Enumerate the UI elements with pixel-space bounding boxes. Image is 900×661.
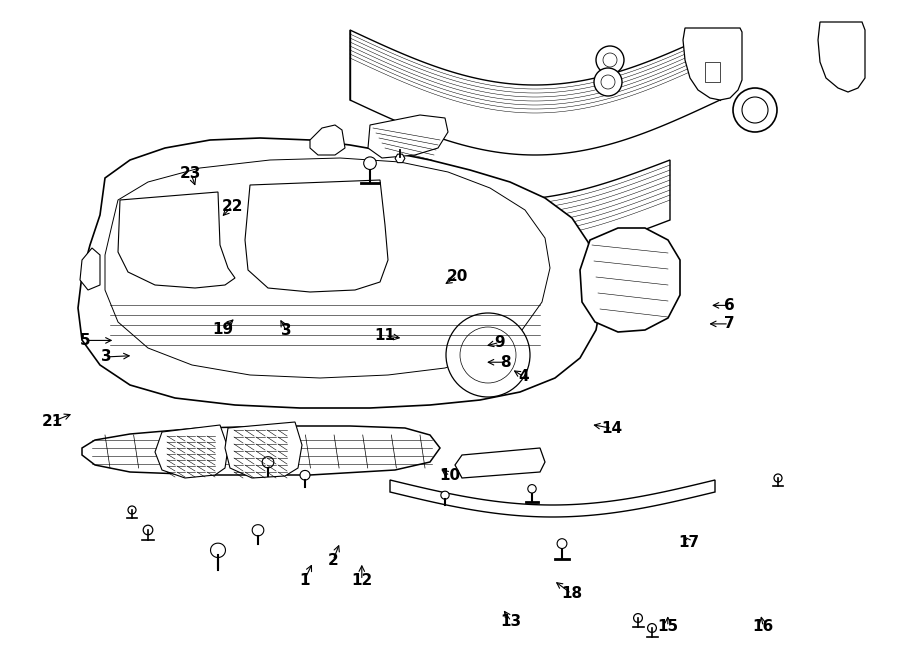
Circle shape (733, 88, 777, 132)
Circle shape (601, 75, 615, 89)
Text: 23: 23 (180, 166, 202, 180)
Circle shape (648, 623, 656, 633)
Text: 4: 4 (518, 369, 529, 384)
Polygon shape (105, 158, 550, 378)
Text: 17: 17 (678, 535, 699, 549)
Text: 14: 14 (601, 421, 623, 436)
Polygon shape (82, 426, 440, 475)
Text: 9: 9 (494, 335, 505, 350)
Text: 13: 13 (500, 614, 522, 629)
Polygon shape (118, 192, 235, 288)
Polygon shape (441, 491, 449, 499)
Polygon shape (245, 180, 388, 292)
Polygon shape (395, 154, 405, 163)
Text: 8: 8 (500, 355, 511, 369)
Polygon shape (340, 160, 670, 260)
Polygon shape (262, 457, 274, 468)
Polygon shape (211, 543, 226, 558)
Circle shape (594, 68, 622, 96)
Text: 7: 7 (724, 317, 734, 331)
Polygon shape (78, 138, 602, 408)
Circle shape (128, 506, 136, 514)
Text: 16: 16 (752, 619, 774, 634)
Circle shape (557, 539, 567, 549)
Text: 10: 10 (439, 469, 461, 483)
Text: 21: 21 (41, 414, 63, 429)
Polygon shape (455, 448, 545, 478)
Polygon shape (818, 22, 865, 92)
Polygon shape (225, 422, 302, 478)
Polygon shape (368, 115, 448, 158)
Text: 15: 15 (657, 619, 679, 634)
Circle shape (527, 485, 536, 493)
Circle shape (143, 525, 153, 535)
Text: 18: 18 (561, 586, 582, 601)
Text: 6: 6 (724, 298, 734, 313)
Polygon shape (350, 30, 720, 155)
Text: 11: 11 (374, 329, 396, 343)
Polygon shape (390, 480, 715, 517)
Polygon shape (252, 525, 264, 536)
Polygon shape (310, 125, 345, 155)
Polygon shape (80, 248, 100, 290)
Polygon shape (580, 228, 680, 332)
Polygon shape (300, 471, 310, 480)
Text: 3: 3 (281, 323, 292, 338)
Polygon shape (155, 425, 228, 478)
Circle shape (634, 613, 643, 623)
Polygon shape (683, 28, 742, 100)
Text: 20: 20 (446, 269, 468, 284)
Text: 12: 12 (351, 573, 373, 588)
Polygon shape (705, 62, 720, 82)
Circle shape (460, 327, 516, 383)
Circle shape (603, 53, 617, 67)
Text: 22: 22 (221, 199, 243, 214)
Circle shape (446, 313, 530, 397)
Text: 1: 1 (299, 573, 310, 588)
Circle shape (742, 97, 768, 123)
Circle shape (596, 46, 624, 74)
Text: 3: 3 (101, 350, 112, 364)
Text: 19: 19 (212, 322, 234, 336)
Text: 5: 5 (80, 333, 91, 348)
Text: 2: 2 (328, 553, 338, 568)
Circle shape (774, 474, 782, 482)
Circle shape (364, 157, 376, 169)
